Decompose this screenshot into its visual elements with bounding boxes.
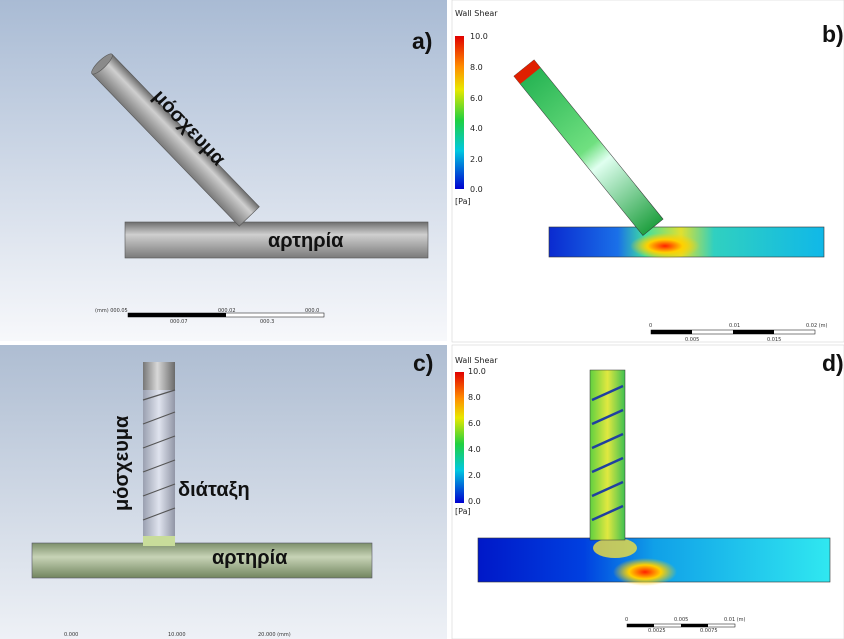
legend-tick: 6.0 <box>470 94 483 103</box>
device-label: διάταξη <box>178 479 250 501</box>
legend-tick: 0.0 <box>468 497 481 506</box>
legend-title: Wall Shear <box>455 356 498 365</box>
panel-label: b) <box>822 21 844 47</box>
panel-label: c) <box>413 350 433 376</box>
scale-label: 10.000 <box>168 632 186 638</box>
legend-tick: 2.0 <box>468 471 481 480</box>
artery <box>32 543 372 578</box>
artery-label: αρτηρία <box>268 230 344 252</box>
legend-title: Wall Shear <box>455 9 498 18</box>
panel-label: d) <box>822 350 844 376</box>
scale-label: 0 <box>649 323 652 329</box>
figure: a) μόσχευμα αρτηρία (mm) 000.05 000.02 0… <box>0 0 844 639</box>
colorbar <box>455 36 464 189</box>
legend-tick: 10.0 <box>468 367 486 376</box>
scale-label: 0.005 <box>685 337 699 343</box>
scale-label: 000.02 <box>218 308 236 314</box>
panel-b: Wall Shear 10.0 8.0 6.0 4.0 2.0 0.0 [Pa]… <box>452 0 844 343</box>
legend-tick: 8.0 <box>468 393 481 402</box>
legend-tick: 6.0 <box>468 419 481 428</box>
panel-d: Wall Shear 10.0 8.0 6.0 4.0 2.0 0.0 [Pa]… <box>452 345 844 639</box>
scale-label: 0.015 <box>767 337 781 343</box>
graft <box>590 370 625 540</box>
colorbar <box>455 372 464 503</box>
scale-label: (mm) 000.05 <box>95 308 128 314</box>
legend-tick: 4.0 <box>470 124 483 133</box>
scale-label: 0.0075 <box>700 628 718 634</box>
scale-label: 0.01 <box>729 323 740 329</box>
legend-tick: 0.0 <box>470 185 483 194</box>
legend-tick: 4.0 <box>468 445 481 454</box>
scale-label: 0 <box>625 617 628 623</box>
legend-tick: 10.0 <box>470 32 488 41</box>
graft <box>143 362 175 390</box>
scale-label: 000.3 <box>260 319 274 325</box>
panel-label: a) <box>412 28 432 54</box>
scale-label: 0.005 <box>674 617 688 623</box>
scale-label: 20.000 (mm) <box>258 632 291 638</box>
legend-unit: [Pa] <box>455 507 471 516</box>
artery-label: αρτηρία <box>212 547 288 569</box>
legend-tick: 2.0 <box>470 155 483 164</box>
graft-label: μόσχευμα <box>111 415 133 511</box>
scale-label: 000.07 <box>170 319 188 325</box>
scale-label: 0.01 (m) <box>724 617 746 623</box>
scale-label: 000.0 <box>305 308 319 314</box>
legend-tick: 8.0 <box>470 63 483 72</box>
scale-bar <box>128 313 226 317</box>
scale-label: 0.0025 <box>648 628 666 634</box>
legend-unit: [Pa] <box>455 197 471 206</box>
scale-label: 0.000 <box>64 632 78 638</box>
panel-a: a) μόσχευμα αρτηρία (mm) 000.05 000.02 0… <box>0 0 447 341</box>
panel-c: c) μόσχευμα διάταξη αρτηρία 0.000 10.000… <box>0 345 447 639</box>
scale-label: 0.02 (m) <box>806 323 828 329</box>
